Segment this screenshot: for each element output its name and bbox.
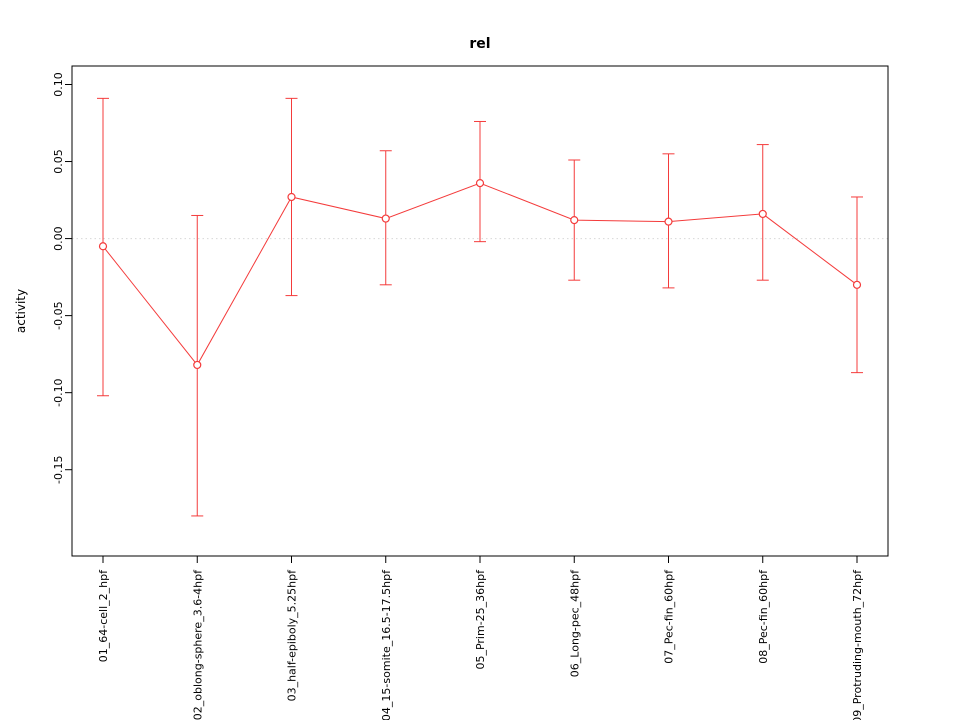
- x-tick-label: 02_oblong-sphere_3.6-4hpf: [191, 569, 204, 720]
- data-point: [475, 179, 485, 188]
- data-point: [287, 192, 296, 202]
- y-axis-label: activity: [14, 289, 28, 333]
- y-tick-label: 0.10: [52, 72, 65, 97]
- data-point: [570, 215, 579, 225]
- data-point: [852, 280, 862, 289]
- x-tick-label: 03_half-epiboly_5.25hpf: [286, 569, 299, 702]
- y-tick-label: -0.15: [52, 455, 65, 483]
- data-point: [664, 217, 673, 226]
- data-point: [758, 209, 767, 219]
- x-tick-label: 01_64-cell_2_hpf: [97, 569, 110, 662]
- data-point: [193, 360, 202, 370]
- y-tick-label: -0.10: [52, 378, 65, 406]
- y-tick-label: 0.00: [52, 226, 65, 251]
- data-point: [98, 242, 108, 251]
- chart-title: rel: [469, 36, 490, 52]
- data-point: [381, 214, 390, 223]
- x-tick-label: 04_15-somite_16.5-17.5hpf: [380, 569, 393, 720]
- y-tick-label: 0.05: [52, 149, 65, 174]
- y-tick-label: -0.05: [52, 301, 65, 329]
- x-tick-label: 09_Protruding-mouth_72hpf: [851, 569, 864, 720]
- x-tick-label: 06_Long-pec_48hpf: [568, 569, 581, 677]
- x-tick-label: 07_Pec-fin_60hpf: [663, 569, 676, 664]
- x-tick-label: 05_Prim-25_36hpf: [474, 569, 487, 670]
- plot-layer: 0.10 0.05 0.00 -0.05 -0.10 -0.15 01_64-cell_2_…: [52, 65, 889, 720]
- x-tick-label: 08_Pec-fin_60hpf: [757, 569, 770, 664]
